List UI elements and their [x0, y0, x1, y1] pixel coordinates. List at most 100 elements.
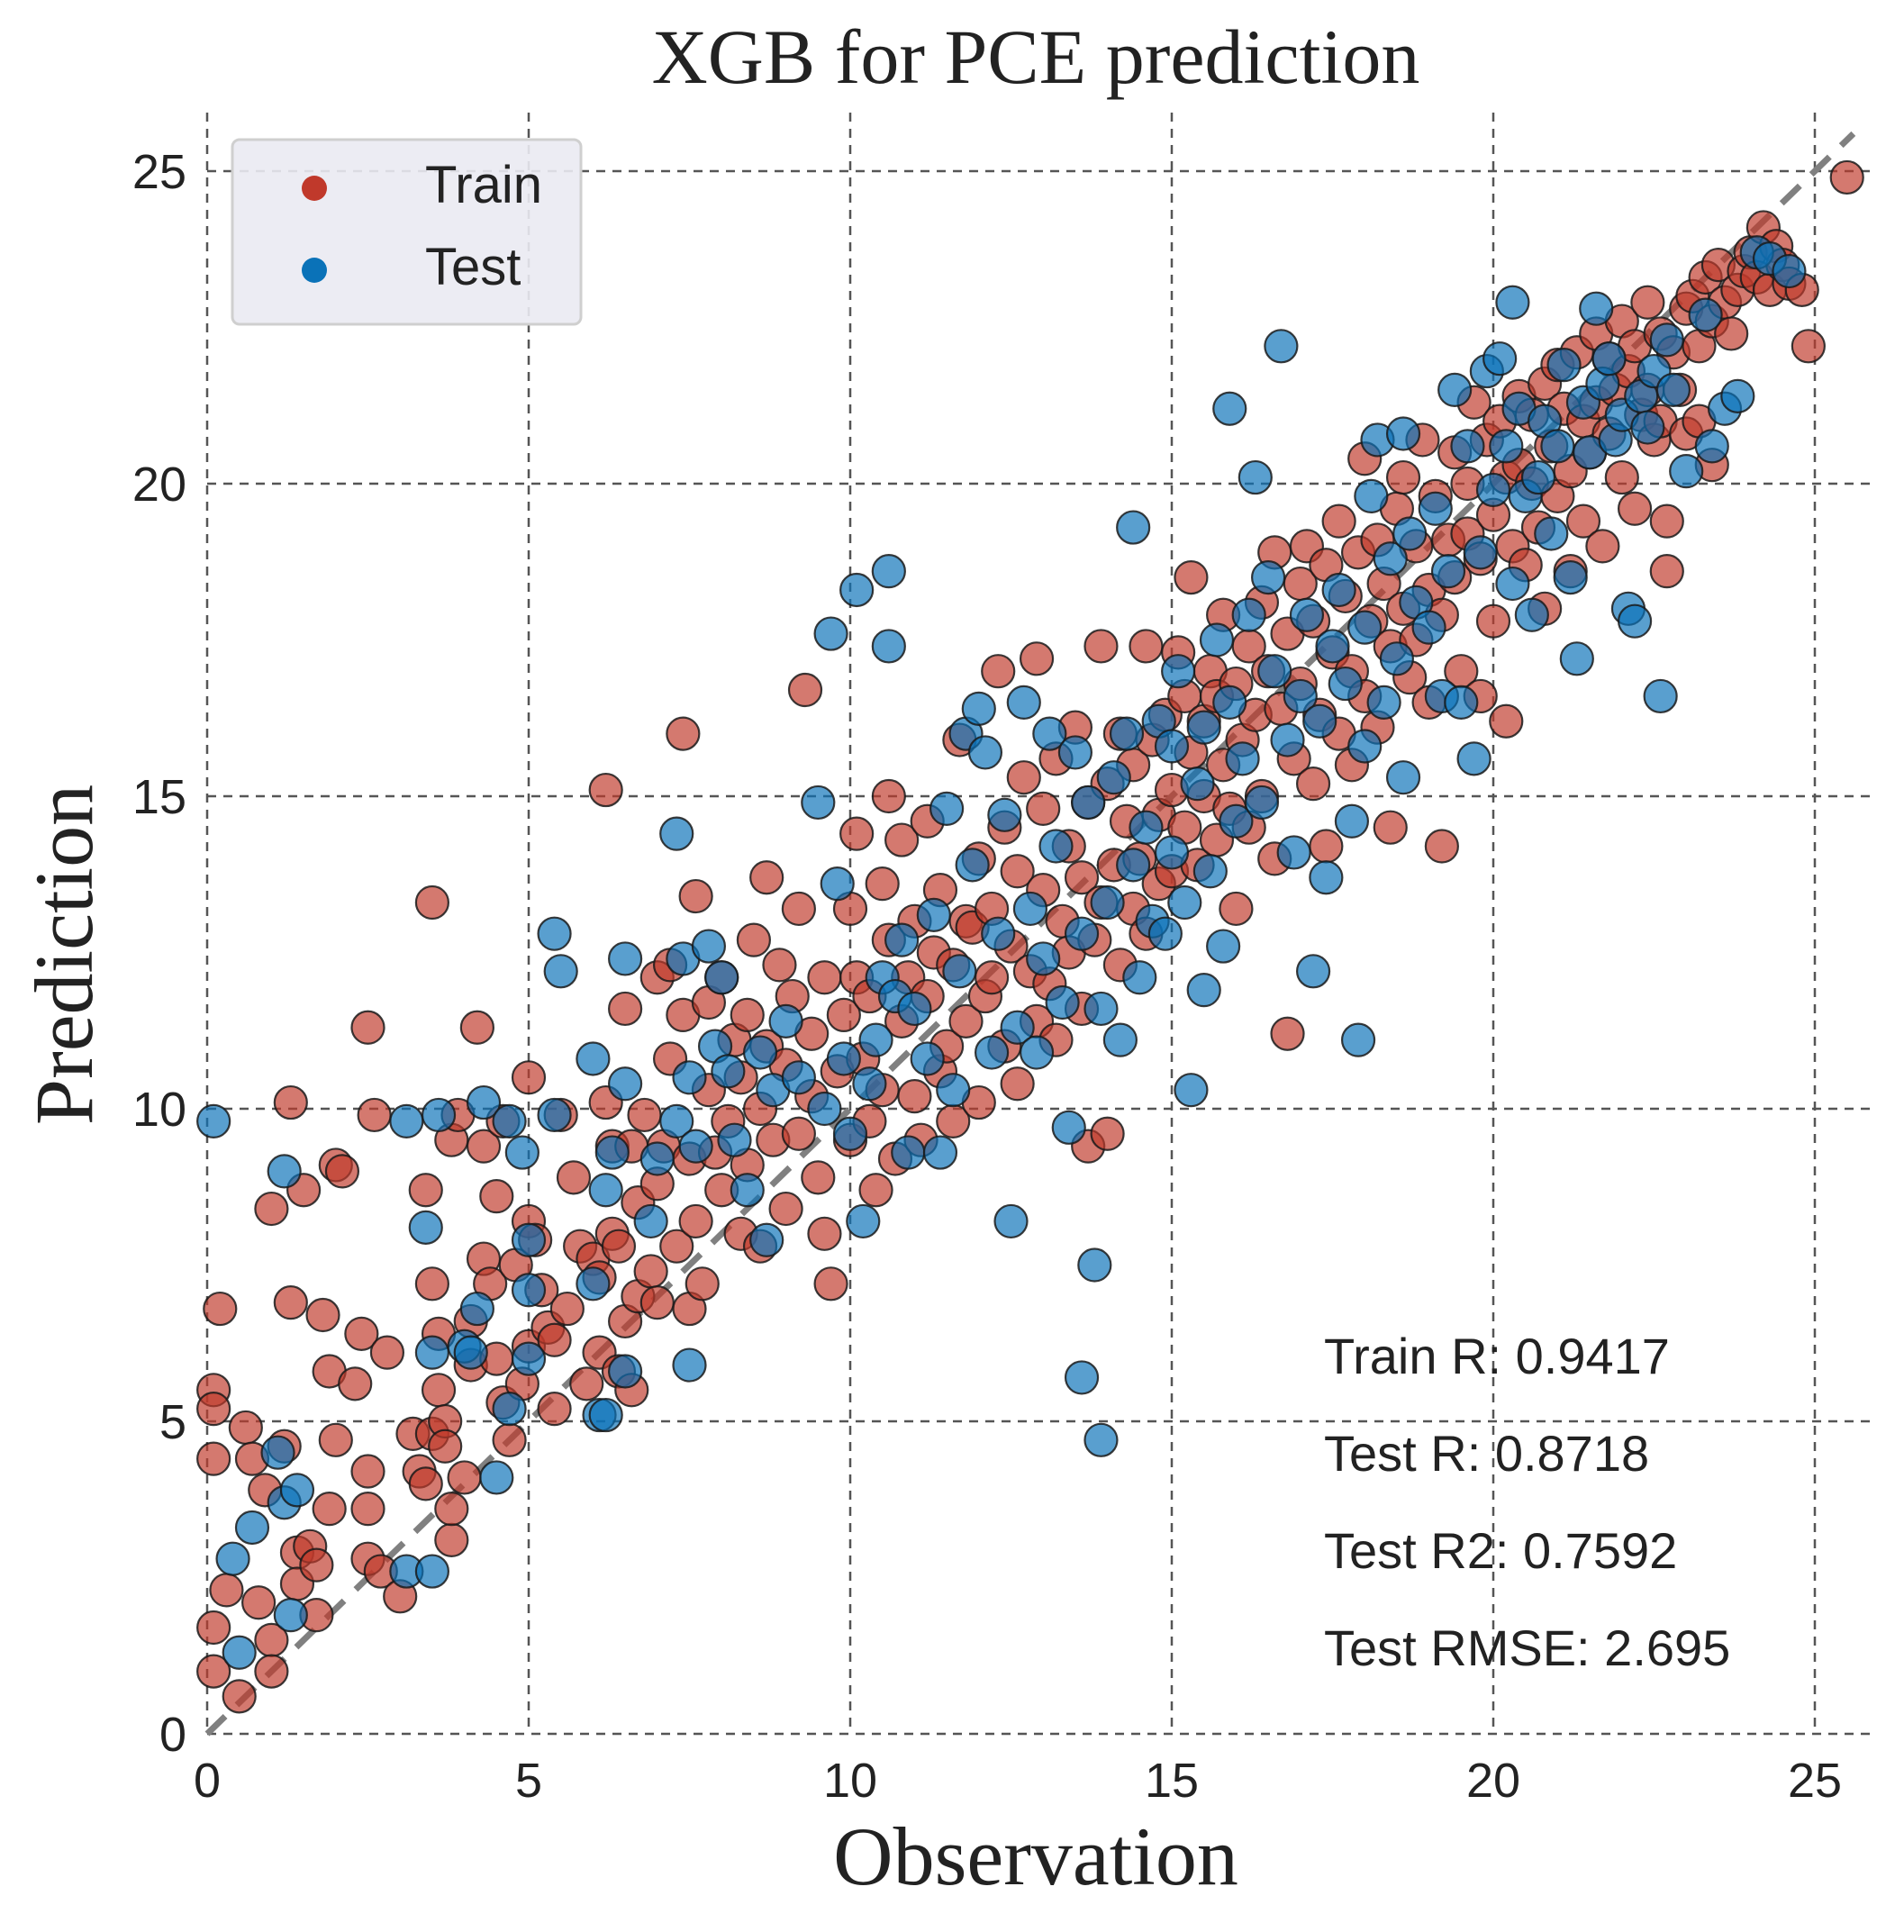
test-point	[1012, 891, 1048, 927]
test-point	[897, 991, 932, 1027]
test-point	[1347, 729, 1383, 764]
test-point	[916, 897, 951, 932]
train-point	[273, 1285, 308, 1320]
legend-test-marker	[302, 258, 327, 283]
y-tick-label: 10	[132, 1083, 186, 1137]
train-point	[1475, 603, 1511, 639]
x-tick-label: 10	[823, 1754, 877, 1808]
train-point	[209, 1573, 244, 1608]
test-point	[511, 1222, 547, 1257]
test-point	[659, 816, 694, 851]
test-point	[929, 791, 965, 826]
test-point	[1321, 572, 1356, 608]
train-point	[1630, 285, 1665, 320]
train-point	[601, 1229, 637, 1264]
test-point	[711, 1054, 746, 1089]
test-point	[1514, 597, 1549, 632]
test-point	[576, 1041, 611, 1076]
train-point	[434, 1522, 469, 1557]
test-point	[537, 1097, 572, 1133]
test-point	[1109, 716, 1145, 751]
train-point	[1309, 829, 1344, 864]
legend-train-marker	[302, 176, 327, 201]
test-point	[936, 1073, 971, 1108]
train-point	[1424, 829, 1459, 864]
train-point	[312, 1492, 347, 1527]
test-point	[1720, 378, 1755, 413]
train-point	[1000, 1066, 1035, 1102]
test-point	[588, 1173, 623, 1208]
train-point	[768, 1191, 803, 1227]
train-point	[1649, 503, 1684, 539]
test-point	[717, 1122, 752, 1157]
test-point	[820, 866, 855, 902]
test-point	[672, 1347, 707, 1383]
test-point	[1116, 848, 1151, 883]
train-point	[1064, 860, 1100, 895]
test-point	[453, 1335, 488, 1370]
test-point	[1219, 803, 1254, 839]
test-point	[1064, 916, 1100, 951]
test-point	[832, 1116, 868, 1151]
train-point	[639, 1285, 675, 1320]
test-point	[1270, 722, 1305, 757]
train-point	[305, 1297, 340, 1333]
test-point	[1083, 1422, 1119, 1457]
train-point	[1174, 559, 1209, 595]
test-point	[1289, 597, 1325, 632]
test-point	[414, 1335, 449, 1370]
test-point	[1534, 516, 1569, 551]
train-point	[781, 891, 816, 927]
x-tick-label: 25	[1788, 1754, 1842, 1808]
train-point	[1829, 159, 1864, 195]
test-point	[1553, 559, 1588, 595]
train-point	[414, 1266, 449, 1302]
test-point	[801, 785, 836, 821]
test-point	[1116, 510, 1151, 545]
test-point	[1694, 429, 1729, 464]
test-point	[1334, 803, 1370, 839]
test-point	[1373, 541, 1408, 576]
train-point	[196, 1392, 231, 1427]
test-point	[1000, 1010, 1035, 1045]
train-point	[1006, 760, 1041, 795]
train-point	[549, 1291, 585, 1327]
train-point	[1219, 891, 1254, 927]
test-point	[511, 1341, 547, 1376]
y-tick-label: 0	[159, 1708, 186, 1762]
test-point	[479, 1460, 514, 1495]
y-axis-label: Prediction	[18, 785, 110, 1125]
train-point	[299, 1547, 334, 1583]
train-point	[459, 1010, 494, 1045]
test-point	[1167, 884, 1202, 921]
train-point	[273, 1084, 308, 1120]
test-point	[987, 797, 1022, 832]
test-point	[955, 848, 990, 883]
test-point	[1051, 1110, 1086, 1145]
test-point	[459, 1291, 494, 1327]
train-point	[897, 1079, 932, 1114]
test-point	[1546, 348, 1582, 383]
x-tick-label: 15	[1145, 1754, 1199, 1808]
test-point	[543, 954, 578, 989]
train-point	[196, 1654, 231, 1689]
train-point	[421, 1373, 457, 1408]
test-point	[749, 1222, 784, 1257]
train-point	[884, 822, 920, 857]
test-point	[1463, 535, 1498, 570]
test-series	[196, 235, 1807, 1670]
test-point	[981, 916, 1016, 951]
train-point	[871, 778, 906, 814]
train-point	[1604, 459, 1639, 495]
train-point	[839, 816, 875, 851]
test-point	[588, 1397, 623, 1433]
y-tick-label: 25	[132, 145, 186, 199]
test-point	[839, 572, 875, 608]
test-point	[1283, 678, 1318, 714]
test-point	[1212, 391, 1247, 426]
train-point	[948, 1003, 984, 1039]
test-point	[639, 1141, 675, 1176]
test-point	[922, 1135, 958, 1170]
test-point	[1122, 960, 1157, 995]
